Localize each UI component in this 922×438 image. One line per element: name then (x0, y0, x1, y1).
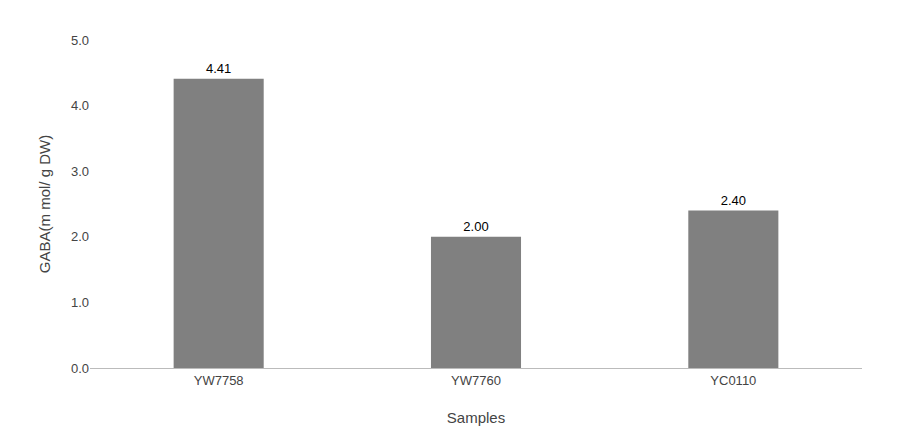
svg-text:YW7760: YW7760 (451, 373, 501, 388)
svg-text:YW7758: YW7758 (194, 373, 244, 388)
svg-text:2.40: 2.40 (721, 193, 746, 208)
svg-text:5.0: 5.0 (71, 33, 89, 48)
svg-text:2.0: 2.0 (71, 229, 89, 244)
svg-text:2.00: 2.00 (463, 219, 488, 234)
svg-text:4.0: 4.0 (71, 98, 89, 113)
svg-text:GABA(m mol/ g DW): GABA(m mol/ g DW) (36, 135, 53, 273)
svg-text:4.41: 4.41 (206, 61, 231, 76)
svg-text:1.0: 1.0 (71, 295, 89, 310)
svg-text:YC0110: YC0110 (710, 373, 756, 388)
svg-text:Samples: Samples (447, 409, 505, 426)
svg-text:3.0: 3.0 (71, 164, 89, 179)
svg-text:0.0: 0.0 (71, 361, 89, 376)
